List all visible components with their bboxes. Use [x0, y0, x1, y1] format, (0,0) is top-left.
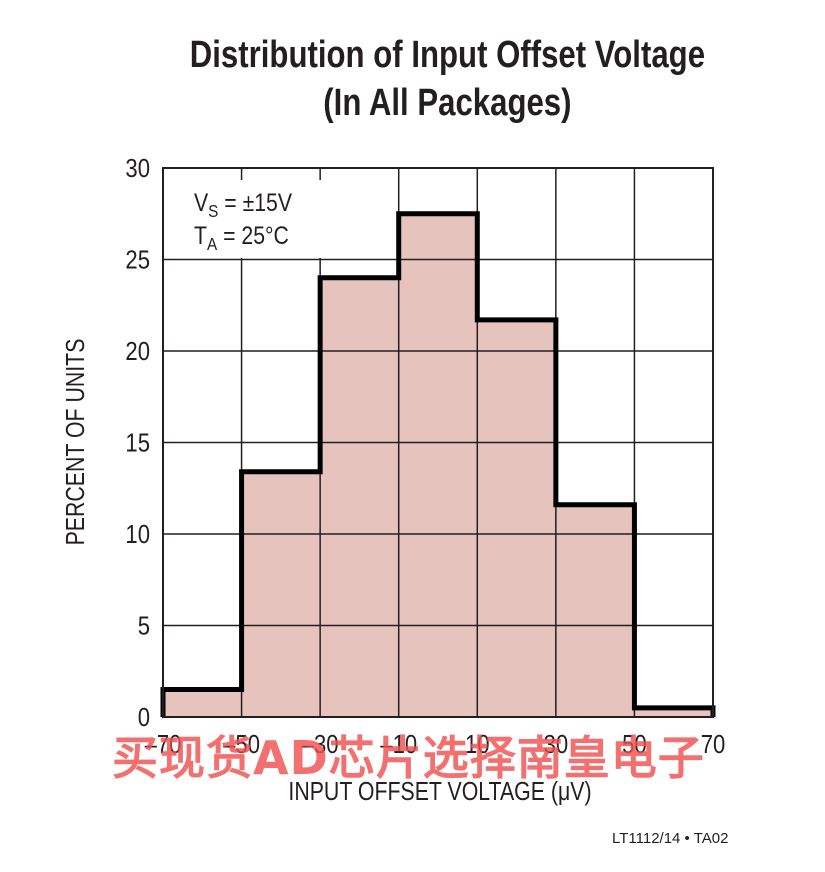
x-tick-label: –50: [223, 730, 260, 759]
x-tick-label: 70: [701, 730, 726, 759]
bar-3: [398, 213, 478, 717]
y-axis-label: PERCENT OF UNITS: [61, 339, 91, 546]
bar-1: [241, 471, 321, 717]
bar-6: [634, 707, 713, 717]
x-tick-label: –10: [380, 730, 417, 759]
bar-2: [320, 277, 399, 717]
chart-title-line1: Distribution of Input Offset Voltage: [189, 34, 706, 76]
x-tick-label: 10: [465, 730, 490, 759]
bar-4: [477, 319, 556, 717]
plot-frame: [162, 167, 714, 718]
y-tick-label: 15: [125, 429, 150, 458]
ta-annotation: TA = 25°C: [194, 221, 289, 254]
vs-annotation: VS = ±15V: [194, 188, 293, 221]
x-tick-label: 30: [544, 730, 569, 759]
y-tick-label: 30: [125, 154, 150, 183]
x-tick-label: –70: [145, 730, 182, 759]
figure-code: LT1112/14 • TA02: [612, 830, 729, 847]
y-axis-ticks: 0 5 10 15 20 25 30: [125, 154, 150, 732]
y-tick-label: 20: [125, 337, 150, 366]
conditions-annotation: VS = ±15V TA = 25°C: [180, 180, 330, 258]
histogram-bars: [163, 213, 713, 717]
y-tick-label: 25: [125, 246, 150, 275]
bar-0: [163, 689, 242, 717]
watermark-text: 买现货AD芯片选择南皇电子: [112, 731, 705, 785]
histogram-outline: [160, 211, 716, 717]
y-tick-label: 10: [125, 520, 150, 549]
x-axis-ticks: –70 –50 –30 –10 10 30 50 70: [145, 730, 726, 759]
bar-5: [555, 504, 635, 717]
y-tick-label: 0: [138, 703, 150, 732]
x-tick-label: –30: [302, 730, 339, 759]
x-tick-label: 50: [622, 730, 647, 759]
x-axis-label: INPUT OFFSET VOLTAGE (μV): [288, 777, 591, 807]
histogram-step-line: [160, 211, 716, 717]
y-tick-label: 5: [138, 612, 150, 641]
chart-title-line2: (In All Packages): [323, 82, 572, 124]
